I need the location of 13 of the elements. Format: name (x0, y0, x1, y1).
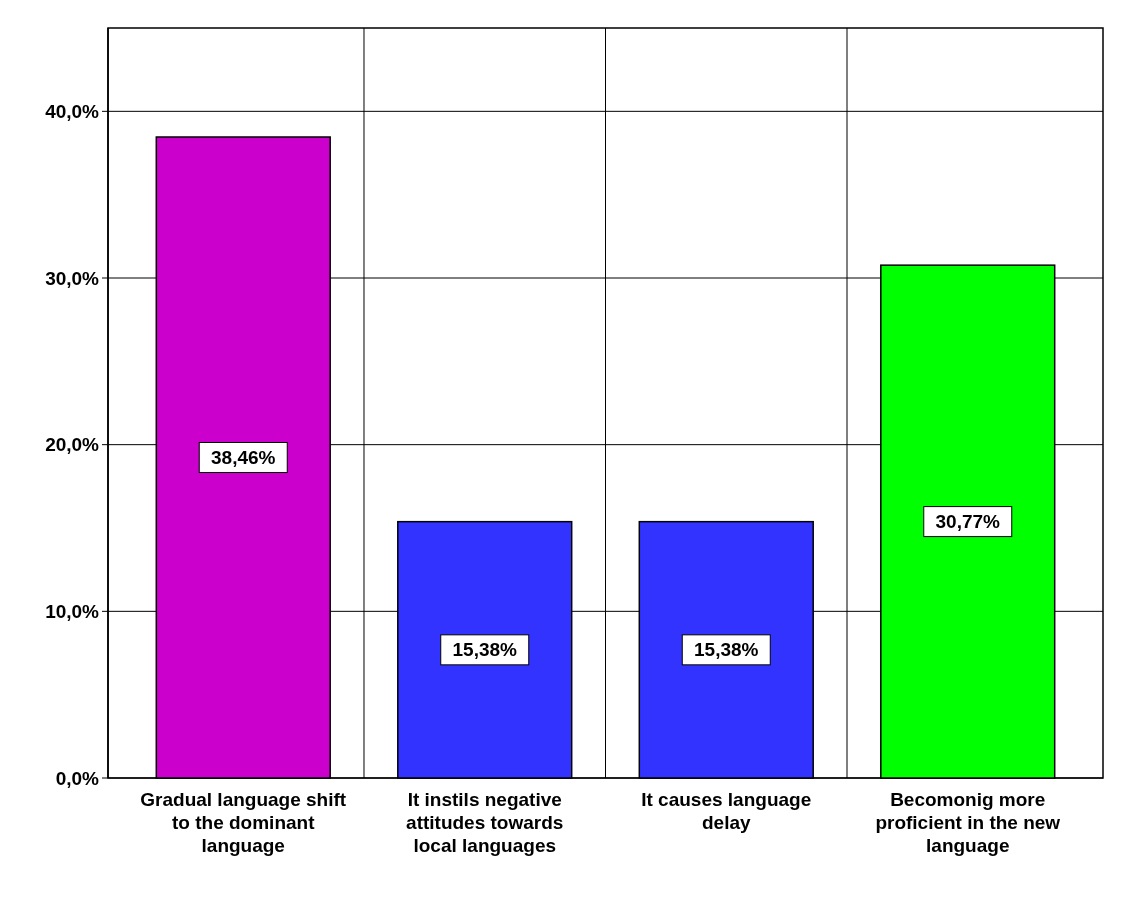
y-tick-label: 40,0% (45, 100, 100, 122)
y-tick-label: 20,0% (45, 434, 100, 456)
y-tick-label: 10,0% (45, 600, 100, 622)
data-label: 30,77% (935, 511, 1001, 533)
data-label: 15,38% (452, 639, 518, 661)
y-tick-label: 0,0% (55, 767, 100, 789)
x-tick-label: Becomonig more proficient in the new language (875, 789, 1061, 856)
x-tick-label: It instils negative attitudes towards local languages (406, 789, 564, 856)
data-label: 15,38% (694, 639, 759, 661)
data-label: 38,46% (211, 447, 276, 468)
y-tick-label: 30,0% (45, 267, 100, 289)
x-tick-label: Gradual language shift to the dominant language (140, 789, 347, 856)
x-tick-label: It causes language delay (641, 789, 812, 833)
